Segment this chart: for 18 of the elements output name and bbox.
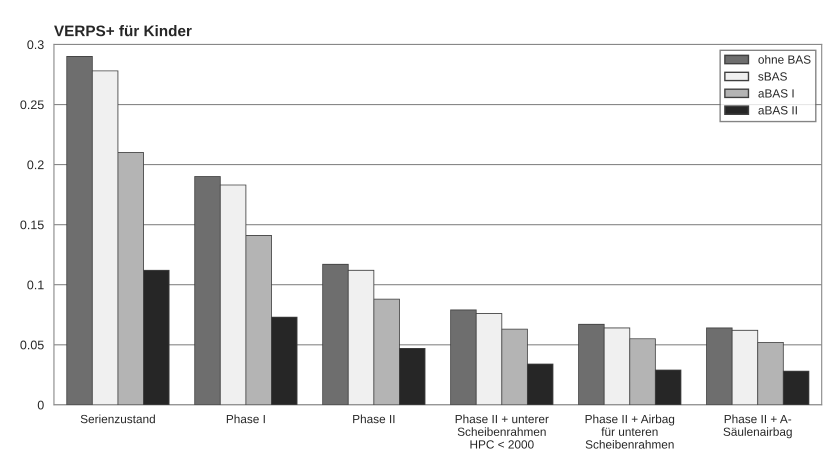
x-tick-label: Phase II <box>353 414 394 424</box>
legend-label: aBAS I <box>758 89 794 98</box>
x-tick-label: Phase II + A- Säulenairbag <box>723 414 792 438</box>
y-tick-label: 0 <box>38 400 44 410</box>
y-tick-label: 0.15 <box>20 220 44 230</box>
y-tick-label: 0.25 <box>20 100 44 110</box>
y-tick-label: 0.2 <box>27 160 44 170</box>
x-tick-label: Phase II + Airbag für unteren Scheibenrahmen <box>586 414 674 449</box>
y-tick-label: 0.05 <box>20 340 44 350</box>
x-tick-label: Phase I <box>226 414 265 424</box>
y-tick-label: 0.3 <box>27 40 44 50</box>
x-tick-label: Serienzustand <box>80 414 155 424</box>
chart-title: VERPS+ für Kinder <box>54 25 192 36</box>
legend-label: ohne BAS <box>758 55 811 64</box>
x-tick-label: Phase II + unterer Scheibenrahmen HPC < 2000 <box>456 414 549 449</box>
y-tick-label: 0.1 <box>27 280 44 290</box>
legend-label: aBAS II <box>758 106 797 114</box>
legend-label: sBAS <box>758 72 787 81</box>
